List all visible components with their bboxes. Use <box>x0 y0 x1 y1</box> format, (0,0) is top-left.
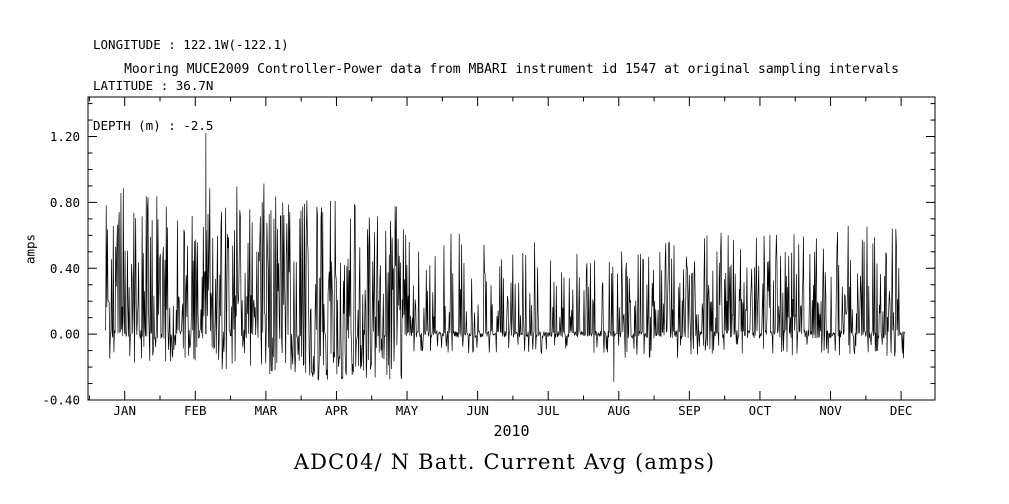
y-tick-label: -0.40 <box>42 393 80 408</box>
x-tick-label: AUG <box>607 403 630 418</box>
x-tick-label: SEP <box>678 403 701 418</box>
depth-label: DEPTH (m) : -2.5 <box>93 118 214 133</box>
x-tick-label: OCT <box>749 403 772 418</box>
data-series <box>105 133 905 382</box>
latitude-label: LATITUDE : 36.7N <box>93 77 214 93</box>
y-tick-label: 0.00 <box>50 327 80 342</box>
x-tick-label: NOV <box>819 403 842 418</box>
x-tick-label: JAN <box>113 403 136 418</box>
x-tick-label: APR <box>325 403 348 418</box>
chart-caption: ADC04/ N Batt. Current Avg (amps) <box>293 450 716 474</box>
y-tick-label: 0.40 <box>50 261 80 276</box>
plot-frame <box>87 96 936 401</box>
location-header: LONGITUDE : 122.1W(-122.1) LATITUDE : 36… <box>93 11 289 160</box>
x-tick-label: FEB <box>184 403 207 418</box>
plot-title: Mooring MUCE2009 Controller-Power data f… <box>124 62 899 77</box>
longitude-label: LONGITUDE : 122.1W(-122.1) <box>93 37 289 52</box>
x-tick-label: JUN <box>466 403 489 418</box>
x-axis-title: 2010 <box>493 422 530 440</box>
y-tick-label: 0.80 <box>50 195 80 210</box>
x-tick-label: DEC <box>890 403 913 418</box>
x-tick-label: MAR <box>255 403 278 418</box>
y-axis-title: amps <box>22 233 38 265</box>
x-tick-label: JUL <box>537 403 560 418</box>
y-tick-label: 1.20 <box>50 129 80 144</box>
x-tick-label: MAY <box>396 403 419 418</box>
